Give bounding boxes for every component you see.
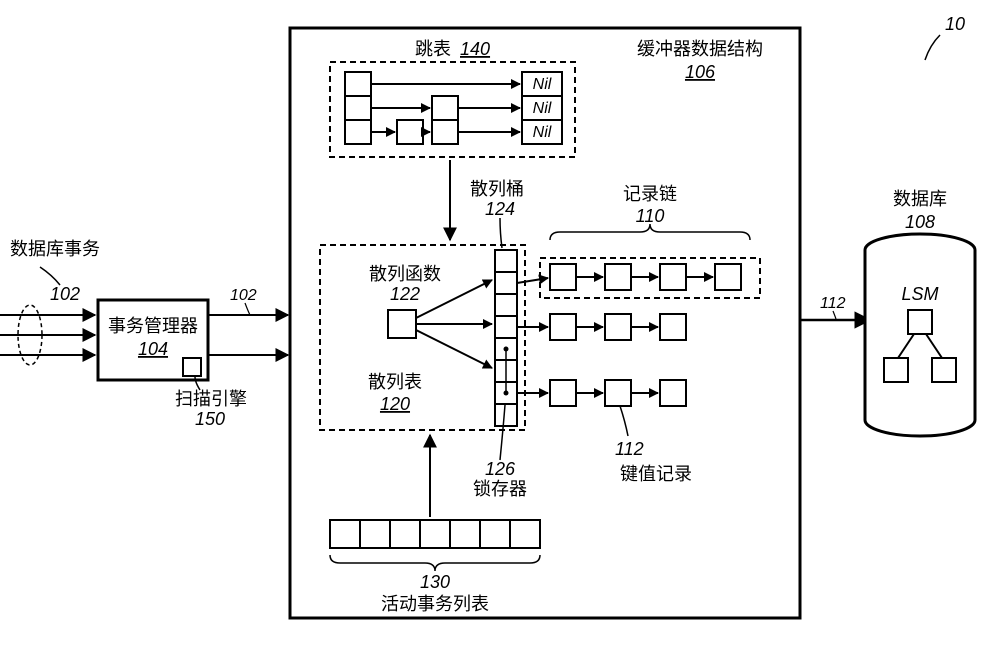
db-tx-label: 数据库事务 xyxy=(10,239,100,259)
lsm-label: LSM xyxy=(901,284,938,304)
kv-num: 112 xyxy=(615,439,644,459)
arrow-112-label: 112 xyxy=(820,295,846,312)
scan-engine-num: 150 xyxy=(195,409,225,429)
hash-bucket-num: 124 xyxy=(485,199,515,219)
active-tx-num: 130 xyxy=(420,572,450,592)
hash-func-label: 散列函数 xyxy=(369,264,441,284)
hash-func-num: 122 xyxy=(390,284,420,304)
nil-3: Nil xyxy=(533,124,552,141)
active-tx-list-row xyxy=(330,520,540,548)
diagram-canvas: 10 数据库事务 102 事务管理器 104 扫描引擎 150 102 缓冲器数… xyxy=(0,0,1000,647)
hash-table-num: 120 xyxy=(380,394,410,414)
nil-1: Nil xyxy=(533,76,552,93)
database-label: 数据库 xyxy=(893,189,947,209)
nil-2: Nil xyxy=(533,100,552,117)
active-tx-label: 活动事务列表 xyxy=(381,594,489,614)
buffer-structure-num: 106 xyxy=(685,62,716,82)
tx-manager-label: 事务管理器 xyxy=(108,316,198,336)
record-chain-label: 记录链 xyxy=(623,184,677,204)
scan-engine-label: 扫描引擎 xyxy=(175,389,247,409)
record-chain-num: 110 xyxy=(636,206,665,226)
db-tx-num: 102 xyxy=(50,284,80,304)
skiplist-num: 140 xyxy=(460,39,490,59)
arrow-102-label: 102 xyxy=(230,287,257,304)
buffer-structure-label: 缓冲器数据结构 xyxy=(637,39,763,59)
skiplist-label: 跳表 xyxy=(415,39,451,59)
figure-ref-label: 10 xyxy=(945,14,965,34)
database-num: 108 xyxy=(905,212,935,232)
latch-num: 126 xyxy=(485,459,516,479)
hash-table-label: 散列表 xyxy=(368,372,422,392)
kv-label: 键值记录 xyxy=(620,464,692,484)
hash-bucket-label: 散列桶 xyxy=(470,179,524,199)
latch-label: 锁存器 xyxy=(473,479,527,499)
tx-manager-num: 104 xyxy=(138,339,168,359)
hash-bucket-column xyxy=(495,250,517,426)
